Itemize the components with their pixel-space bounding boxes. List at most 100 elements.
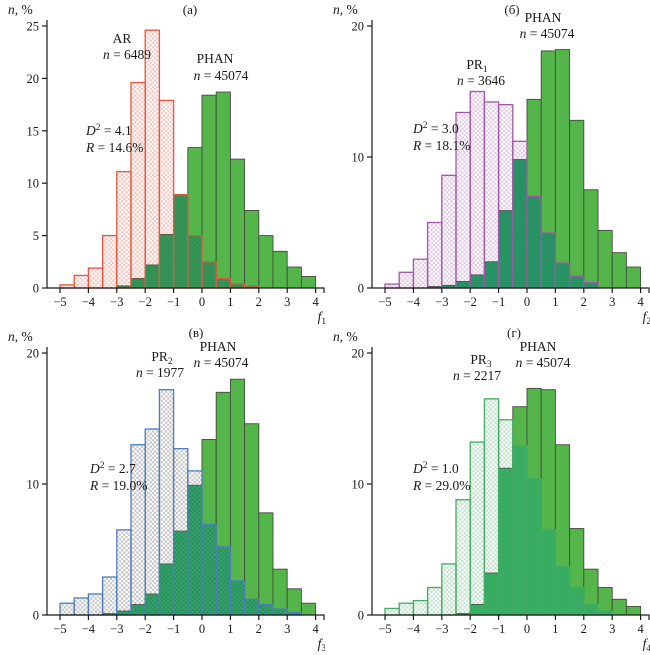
bar-hatched: [469, 90, 486, 289]
panel-letter: (г): [507, 327, 521, 340]
bar: [272, 568, 288, 616]
x-tick-label: −3: [110, 622, 123, 636]
x-tick-label: 2: [581, 622, 587, 636]
bar: [229, 158, 246, 289]
bar-hatched: [568, 586, 585, 616]
x-tick-label: −1: [492, 295, 505, 309]
stat-d2: D2 = 3.0: [412, 121, 459, 136]
bar: [286, 266, 302, 289]
bar-hatched: [59, 602, 75, 616]
bar-hatched: [398, 271, 415, 289]
bar-hatched: [158, 389, 175, 616]
bar: [215, 91, 231, 289]
stat-d2: D2 = 2.7: [89, 461, 136, 476]
bar-hatched: [455, 499, 471, 616]
x-tick-label: 3: [284, 295, 290, 309]
bar-hatched: [172, 447, 189, 616]
x-tick-label: −5: [53, 295, 66, 309]
stat-d2: D2 = 1.0: [412, 461, 459, 476]
y-tick-label: 0: [358, 282, 364, 296]
bar: [625, 266, 642, 289]
x-tick-label: 1: [227, 622, 233, 636]
x-tick-label: 1: [227, 295, 233, 309]
x-axis-title: f4: [643, 636, 650, 654]
overlay-series-name: AR: [113, 31, 132, 46]
bar-hatched: [483, 101, 500, 289]
x-tick-label: −2: [139, 622, 152, 636]
bar-hatched: [201, 523, 217, 616]
axes-v: 0 10 20 −5 −4 −3 −2 −1 0 1 2 3 4: [27, 347, 325, 636]
x-tick-label: −5: [378, 295, 391, 309]
overlay-series-count: n = 3646: [457, 73, 505, 88]
x-tick-label: 3: [609, 295, 615, 309]
bar-hatched: [441, 563, 457, 616]
bar: [244, 423, 260, 616]
bar-hatched: [158, 99, 175, 289]
bar-hatched: [201, 261, 217, 289]
bar-hatched: [101, 234, 118, 289]
x-tick-label: 4: [312, 295, 319, 309]
bar: [201, 94, 217, 289]
bar-hatched: [101, 576, 118, 616]
y-tick-label: 20: [27, 347, 40, 361]
bar-hatched: [426, 586, 443, 616]
bar-hatched: [130, 81, 146, 289]
overlay-series-count: n = 6489: [103, 47, 151, 62]
bar-hatched: [583, 282, 599, 289]
bar-hatched: [73, 597, 90, 616]
bar-hatched: [215, 277, 232, 289]
x-tick-label: −5: [378, 622, 391, 636]
x-tick-label: 2: [256, 295, 262, 309]
bar: [272, 250, 288, 289]
phan-series-count: n = 45074: [194, 355, 249, 370]
x-tick-label: −4: [82, 622, 96, 636]
bar-hatched: [229, 283, 246, 289]
bar-hatched: [583, 603, 599, 616]
x-tick-label: −1: [492, 622, 505, 636]
y-axis-title: n, %: [8, 329, 33, 344]
bar: [583, 189, 599, 289]
bar-hatched: [483, 398, 500, 616]
x-tick-label: −2: [464, 622, 477, 636]
x-tick-label: 4: [637, 622, 644, 636]
overlay-series-name: PR2: [151, 349, 173, 367]
phan-series-name: PHAN: [525, 10, 562, 25]
phan-series-count: n = 45074: [516, 355, 571, 370]
overlay-series-count: n = 2217: [453, 368, 501, 383]
bar-hatched: [441, 174, 457, 289]
bar-hatched: [73, 274, 90, 289]
phan-series-count: n = 45074: [194, 68, 249, 83]
bar-hatched: [144, 428, 161, 616]
overlay-series-name: PR1: [466, 57, 488, 75]
axes-b: 0 10 20 −5 −4 −3 −2 −1 0 1 2 3 4: [352, 20, 650, 309]
overlay-series-name: PR3: [470, 352, 492, 370]
bar-hatched: [172, 194, 189, 289]
x-tick-label: −3: [110, 295, 123, 309]
stat-r: R = 18.1%: [412, 138, 470, 153]
bar-hatched: [568, 275, 585, 289]
stat-r: R = 19.0%: [89, 478, 147, 493]
panel-letter: (a): [183, 2, 197, 17]
x-axis-title: f2: [643, 309, 650, 327]
bar-hatched: [229, 580, 246, 616]
y-tick-label: 0: [358, 609, 364, 623]
bar-hatched: [116, 171, 132, 289]
bar-hatched: [272, 608, 288, 616]
y-axis-title: n, %: [333, 329, 358, 344]
bar: [611, 252, 627, 289]
bar-hatched: [187, 234, 203, 289]
x-tick-label: −1: [167, 295, 180, 309]
y-tick-label: 10: [27, 478, 40, 492]
bar: [258, 235, 274, 289]
x-axis-title: f1: [318, 309, 325, 327]
bar-hatched: [497, 103, 514, 289]
bar: [300, 276, 317, 289]
x-tick-label: 4: [312, 622, 319, 636]
y-tick-label: 5: [33, 229, 39, 243]
x-tick-label: −2: [139, 295, 152, 309]
bar-hatched: [398, 602, 415, 616]
bar-hatched: [412, 258, 429, 289]
